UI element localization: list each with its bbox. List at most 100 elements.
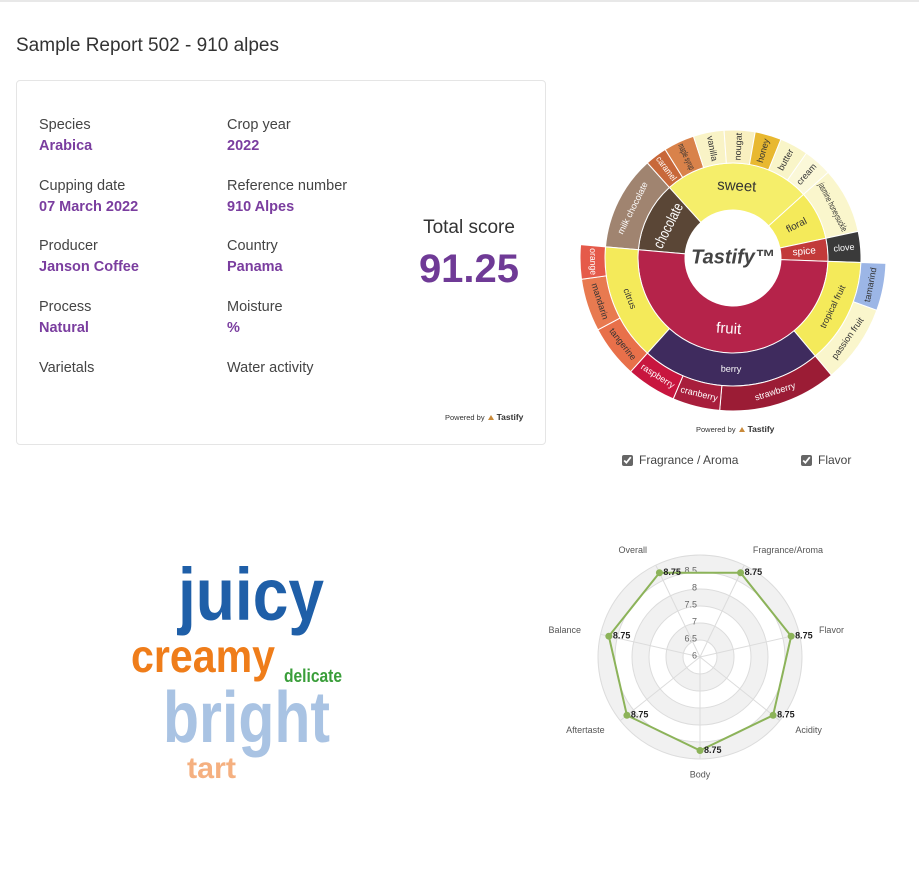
info-field: Varietals xyxy=(39,360,219,376)
tick-label: 8.5 xyxy=(684,565,697,575)
axis-label: Acidity xyxy=(795,725,822,735)
toggle-label: Flavor xyxy=(818,453,852,467)
score-point xyxy=(623,711,631,719)
checkbox[interactable] xyxy=(622,454,633,466)
field-label: Cupping date xyxy=(39,177,126,194)
cloud-word: bright xyxy=(163,678,330,758)
value-label: 8.75 xyxy=(777,710,795,720)
info-field: Country Panama xyxy=(227,238,407,275)
spoke xyxy=(600,633,701,658)
field-label: Varietals xyxy=(39,359,95,376)
info-field: Water activity xyxy=(227,360,407,376)
field-label: Moisture xyxy=(227,299,283,316)
value-label: 8.75 xyxy=(704,745,722,755)
field-value: 2022 xyxy=(227,138,260,154)
value-label: 8.75 xyxy=(795,631,813,641)
field-value: Arabica xyxy=(39,138,93,154)
field-label: Producer xyxy=(39,238,98,255)
info-field: Crop year 2022 xyxy=(227,117,407,154)
spoke xyxy=(655,564,701,658)
info-field: Producer Janson Coffee xyxy=(39,238,219,275)
report-title: Sample Report 502 - 910 alpes xyxy=(16,35,279,56)
field-value: 07 March 2022 xyxy=(39,198,139,215)
score-point xyxy=(605,632,613,640)
axis-label: Overall xyxy=(619,545,648,555)
field-label: Process xyxy=(39,299,92,316)
brand-icon xyxy=(487,414,494,420)
wheel-label: orange xyxy=(588,248,599,275)
powered-brand: Tastify xyxy=(496,412,524,422)
wheel-center-label: Tastify™ xyxy=(691,246,775,268)
powered-prefix: Powered by xyxy=(696,424,736,434)
checkbox[interactable] xyxy=(801,454,812,466)
spoke xyxy=(619,656,701,721)
axis-label: Aftertaste xyxy=(566,725,605,735)
field-label: Country xyxy=(227,238,278,255)
wheel-label: spice xyxy=(792,245,817,258)
cloud-word: delicate xyxy=(284,666,342,686)
tick-label: 6 xyxy=(692,650,697,660)
field-label: Reference number xyxy=(227,177,348,194)
tick-label: 7 xyxy=(692,616,697,626)
score-point xyxy=(655,569,663,577)
cloud-word: juicy xyxy=(176,553,324,636)
field-label: Species xyxy=(39,117,91,133)
value-label: 8.75 xyxy=(663,567,681,577)
toggle-label: Fragrance / Aroma xyxy=(639,453,739,467)
brand-icon xyxy=(738,426,745,432)
info-field: Species Arabica xyxy=(39,117,219,154)
score-point xyxy=(769,711,777,719)
score-label: Total score xyxy=(423,217,515,238)
wheel-label: clove xyxy=(833,242,855,254)
wheel-label: vanilla xyxy=(705,135,720,162)
axis-label: Flavor xyxy=(819,625,844,635)
score-point xyxy=(737,569,745,577)
wheel-label: berry xyxy=(721,364,742,374)
field-value: % xyxy=(227,320,240,337)
tick-label: 6.5 xyxy=(684,633,697,643)
total-score: 91.25 xyxy=(418,247,520,291)
top-border xyxy=(0,0,919,2)
wheel-label: sweet xyxy=(717,177,758,196)
axis-label: Body xyxy=(690,769,711,779)
wheel-segment xyxy=(579,244,607,280)
info-field: Moisture% xyxy=(227,299,407,336)
wheel-toggle[interactable]: Fragrance / Aroma xyxy=(622,453,738,467)
wheel-center xyxy=(686,211,780,305)
field-value: Janson Coffee xyxy=(39,259,139,276)
value-label: 8.75 xyxy=(613,631,631,641)
value-label: 8.75 xyxy=(745,567,763,577)
info-field: Cupping date 07 March 2022 xyxy=(39,178,219,215)
cloud-word: creamy xyxy=(131,630,275,682)
value-label: 8.75 xyxy=(631,710,649,720)
axis-label: Balance xyxy=(549,625,582,635)
info-field: Reference number 910 Alpes xyxy=(227,178,407,215)
axis-label: Fragrance/Aroma xyxy=(753,545,823,555)
cloud-word: tart xyxy=(187,752,236,785)
field-label: Water activity xyxy=(227,359,314,376)
spoke xyxy=(699,564,745,658)
powered-by: Powered by Tastify xyxy=(696,424,774,434)
spoke xyxy=(699,633,800,658)
score-polygon xyxy=(607,571,793,752)
field-value: 910 Alpes xyxy=(227,198,295,215)
info-field: Process Natural xyxy=(39,299,219,336)
radar-chart: Fragrance/Aroma Flavor Acidity Body Aftertas… xyxy=(549,545,844,779)
score-point xyxy=(787,632,795,640)
wheel-toggle[interactable]: Flavor xyxy=(801,453,851,467)
field-label: Crop year xyxy=(227,117,291,133)
powered-brand: Tastify xyxy=(747,424,775,434)
field-value: Panama xyxy=(227,259,283,276)
powered-by: Powered by Tastify xyxy=(445,412,523,422)
spoke xyxy=(699,656,781,721)
powered-prefix: Powered by xyxy=(445,412,485,422)
score-point xyxy=(696,747,704,754)
info-card: Total score 91.25 Powered by Tastify Spe… xyxy=(16,80,546,445)
tick-label: 7.5 xyxy=(684,599,697,609)
wheel-label: fruit xyxy=(716,320,743,339)
tick-label: 8 xyxy=(692,582,697,592)
wheel-label: nougat xyxy=(732,132,743,161)
